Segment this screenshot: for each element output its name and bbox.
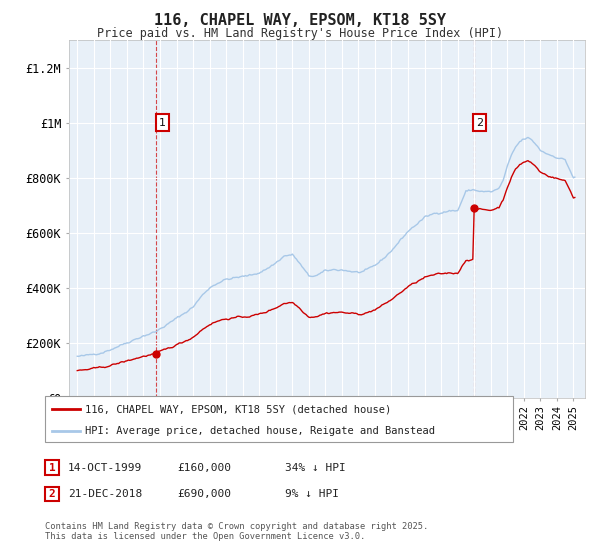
Text: 9% ↓ HPI: 9% ↓ HPI xyxy=(285,489,339,499)
Text: 1: 1 xyxy=(159,118,166,128)
Text: 116, CHAPEL WAY, EPSOM, KT18 5SY: 116, CHAPEL WAY, EPSOM, KT18 5SY xyxy=(154,13,446,29)
Text: 14-OCT-1999: 14-OCT-1999 xyxy=(68,463,142,473)
Text: £690,000: £690,000 xyxy=(177,489,231,499)
Text: Contains HM Land Registry data © Crown copyright and database right 2025.
This d: Contains HM Land Registry data © Crown c… xyxy=(45,522,428,542)
Text: 2: 2 xyxy=(476,118,483,128)
Text: 34% ↓ HPI: 34% ↓ HPI xyxy=(285,463,346,473)
Text: HPI: Average price, detached house, Reigate and Banstead: HPI: Average price, detached house, Reig… xyxy=(85,426,434,436)
Text: 116, CHAPEL WAY, EPSOM, KT18 5SY (detached house): 116, CHAPEL WAY, EPSOM, KT18 5SY (detach… xyxy=(85,404,391,414)
Text: 1: 1 xyxy=(49,463,56,473)
Text: £160,000: £160,000 xyxy=(177,463,231,473)
Text: Price paid vs. HM Land Registry's House Price Index (HPI): Price paid vs. HM Land Registry's House … xyxy=(97,27,503,40)
Text: 2: 2 xyxy=(49,489,56,499)
Text: 21-DEC-2018: 21-DEC-2018 xyxy=(68,489,142,499)
